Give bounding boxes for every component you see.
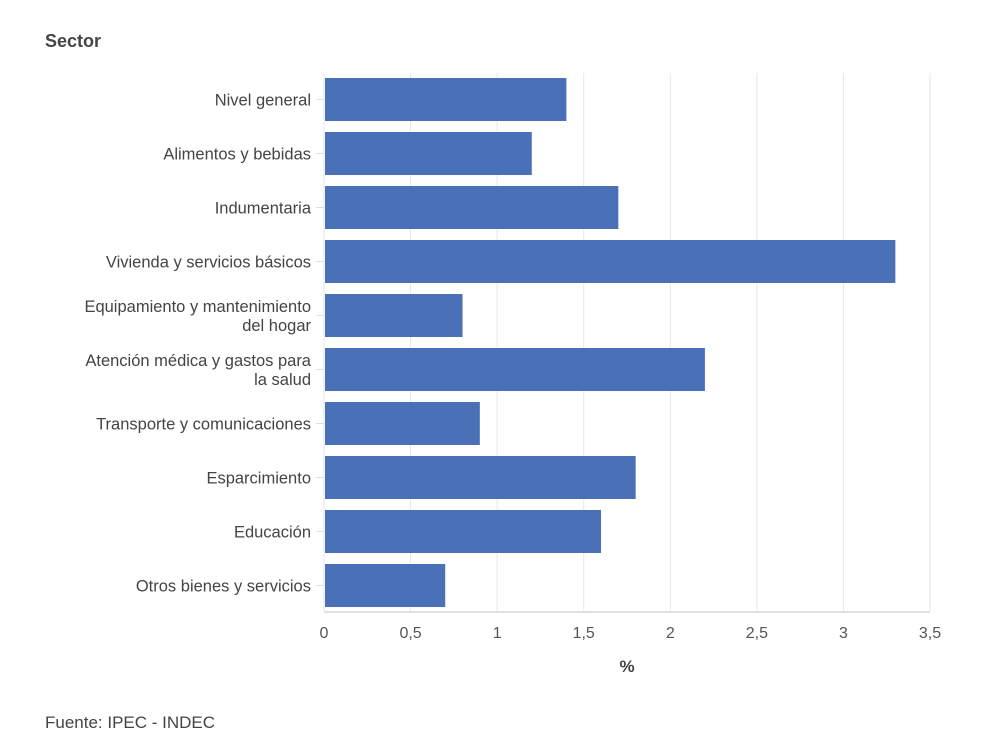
bar [325,186,619,229]
category-label: Vivienda y servicios básicos [106,254,311,272]
category-label: Equipamiento y mantenimiento del hogar [84,298,311,335]
bar [325,294,463,337]
category-label: Alimentos y bebidas [163,146,311,164]
x-tick-label: 1,5 [573,625,595,642]
x-axis-title: % [619,657,634,676]
bar [325,240,896,283]
bar [325,132,532,175]
category-label: Esparcimiento [206,470,311,488]
category-label: Nivel general [215,92,311,110]
bar [325,348,705,391]
y-axis-title: Sector [45,31,102,51]
bar [325,78,567,121]
category-label: Educación [234,524,311,542]
bar [325,564,446,607]
x-tick-label: 0 [320,625,329,642]
x-tick-label: 1 [493,625,502,642]
source-note: Fuente: IPEC - INDEC [45,713,216,732]
bar [325,402,480,445]
x-tick-label: 2,5 [746,625,768,642]
category-label: Transporte y comunicaciones [96,416,311,434]
x-tick-label: 0,5 [399,625,421,642]
bar [325,510,602,553]
x-tick-label: 3 [839,625,848,642]
category-label: Atención médica y gastos para la salud [85,352,311,389]
x-tick-label: 2 [666,625,675,642]
category-label: Indumentaria [215,200,312,218]
x-tick-label: 3,5 [919,625,941,642]
category-label: Otros bienes y servicios [136,578,311,596]
bar [325,456,636,499]
